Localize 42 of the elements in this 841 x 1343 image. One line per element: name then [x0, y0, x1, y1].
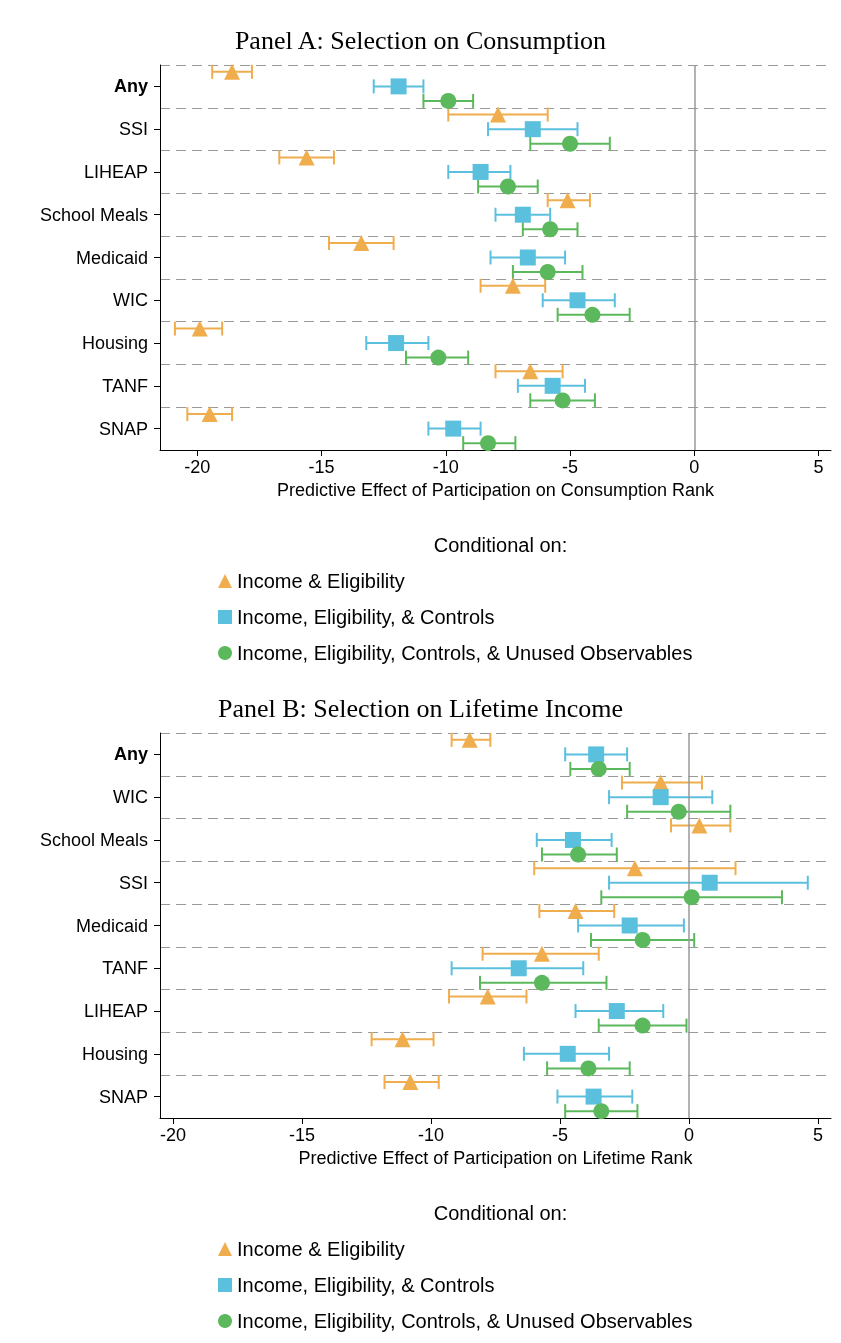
y-tick-label: School Meals — [39, 829, 148, 850]
x-tick-label: -10 — [432, 457, 459, 477]
x-tick-label: -5 — [562, 457, 579, 477]
y-tick-label: TANF — [102, 958, 148, 979]
y-tick-label: SSI — [118, 872, 148, 893]
x-tick-label: 5 — [813, 1125, 824, 1145]
x-tick-label: -10 — [417, 1125, 444, 1145]
y-tick-label: Any — [113, 744, 148, 765]
y-tick-label: Medicaid — [75, 247, 148, 268]
legend-label: Income, Eligibility, Controls, & Unused Observables — [237, 1310, 693, 1332]
x-tick-label: -20 — [159, 1125, 186, 1145]
chart-title: Panel B: Selection on Lifetime Income — [217, 693, 624, 723]
y-tick-label: WIC — [113, 787, 148, 808]
x-tick-label: -5 — [552, 1125, 569, 1145]
y-tick-label: Medicaid — [75, 915, 148, 936]
chart-title: Panel A: Selection on Consumption — [234, 25, 607, 55]
x-tick-label: 0 — [684, 1125, 695, 1145]
y-tick-label: SSI — [118, 119, 148, 140]
y-tick-label: WIC — [113, 290, 148, 311]
y-tick-label: Housing — [81, 333, 148, 354]
y-tick-label: LIHEAP — [83, 1001, 148, 1022]
y-tick-label: SNAP — [98, 1086, 148, 1107]
legend-title: Conditional on: — [433, 534, 568, 556]
x-tick-label: 0 — [689, 457, 700, 477]
legend-label: Income & Eligibility — [237, 570, 405, 592]
y-tick-label: Housing — [81, 1043, 148, 1064]
legend-title: Conditional on: — [433, 1202, 568, 1224]
legend-label: Income & Eligibility — [237, 1238, 405, 1260]
legend-label: Income, Eligibility, Controls, & Unused Observables — [237, 642, 693, 664]
legend-label: Income, Eligibility, & Controls — [237, 606, 495, 628]
x-axis-title: Predictive Effect of Participation on Consumption Rank — [277, 479, 715, 500]
y-tick-label: TANF — [102, 375, 148, 396]
y-tick-label: LIHEAP — [83, 161, 148, 182]
y-tick-label: Any — [113, 76, 148, 97]
x-tick-label: -20 — [184, 457, 211, 477]
legend-label: Income, Eligibility, & Controls — [237, 1274, 495, 1296]
x-tick-label: 5 — [813, 457, 824, 477]
y-tick-label: SNAP — [98, 418, 148, 439]
x-axis-title: Predictive Effect of Participation on Lifetime Rank — [298, 1147, 694, 1168]
y-tick-label: School Meals — [39, 204, 148, 225]
x-tick-label: -15 — [308, 457, 335, 477]
x-tick-label: -15 — [288, 1125, 315, 1145]
